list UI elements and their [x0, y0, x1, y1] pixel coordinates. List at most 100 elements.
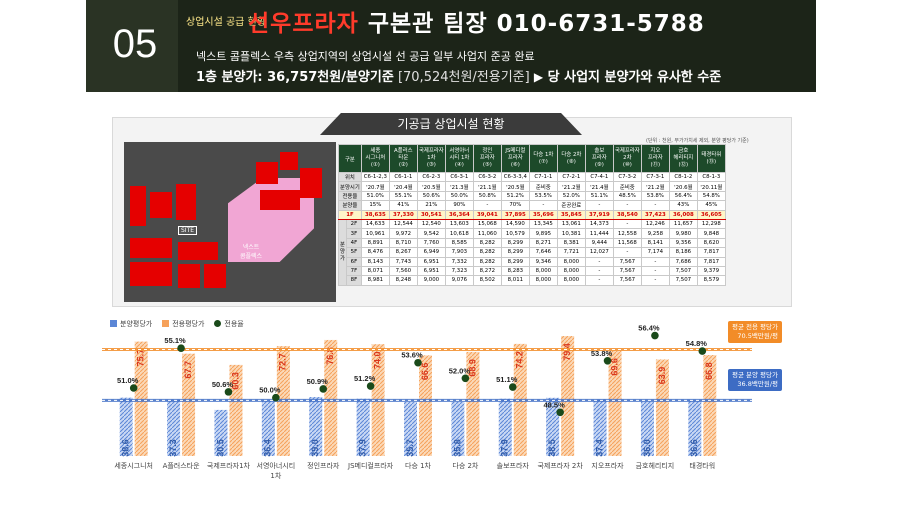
- bar-sale: [688, 400, 702, 456]
- legend-swatch-orange: [162, 320, 170, 327]
- header-headline: 선우프라자 구본관 팀장 010-6731-5788: [248, 4, 705, 38]
- floor-cell: 6,951: [416, 265, 446, 277]
- x-tick-label: 솔보프라자: [497, 461, 530, 470]
- bar-sale-label: 36.6: [689, 439, 699, 457]
- table-cell: -: [640, 200, 670, 211]
- floor-cell: 38,540: [612, 209, 642, 220]
- table-col-header: 태경타워 (⑬): [696, 144, 726, 173]
- floor-cell: 8,585: [444, 237, 474, 249]
- floor-cell: 36,364: [444, 209, 474, 220]
- floor-label: 1F: [338, 209, 362, 220]
- headline-white: 구본관 팀장 010-6731-5788: [358, 11, 705, 37]
- next-complex-label: 넥스트 콤플렉스: [240, 244, 263, 260]
- bar-sale: [261, 400, 275, 456]
- x-tick-label: 국제프라자1차: [207, 461, 251, 470]
- floor-cell: 8,000: [556, 256, 586, 267]
- floor-cell: 37,919: [584, 209, 614, 220]
- floor-cell: -: [640, 265, 670, 277]
- rate-point: [272, 393, 280, 402]
- table-col-header: 다승 2차 (⑧): [556, 144, 586, 173]
- floor-cell: 8,186: [668, 247, 698, 258]
- floor-label: 4F: [346, 237, 362, 249]
- floor-cell: 7,174: [640, 247, 670, 258]
- bar-sale: [309, 397, 323, 456]
- bar-sale-label: 35.8: [452, 439, 462, 457]
- map-block: [300, 168, 322, 198]
- table-cell: C6-3-2: [472, 171, 502, 183]
- floor-cell: 8,981: [360, 275, 390, 286]
- table-cell: 55.1%: [388, 190, 418, 202]
- x-tick-label: 정인프라자: [307, 461, 340, 470]
- floor-cell: -: [640, 275, 670, 286]
- table-cell: C6-2-3: [416, 171, 446, 183]
- table-cell: '21.2월: [556, 181, 586, 192]
- floor-label: 8F: [346, 275, 362, 286]
- x-tick-label: 금호헤리티지: [636, 461, 675, 470]
- supply-table: 구분 세종 시그니처 (①) A플러스 타운 (②) 국제프라자 1차 (③) 서영아…: [338, 144, 726, 286]
- x-tick-label: 서영아너시티: [257, 461, 296, 470]
- corner-header: 구분: [338, 144, 362, 173]
- floor-cell: 35,845: [556, 209, 586, 220]
- floor-cell: 9,346: [528, 256, 558, 267]
- bar-exclusive-label: 66.8: [704, 362, 714, 380]
- table-cell: C6-1-1: [388, 171, 418, 183]
- floor-cell: 15,068: [472, 218, 502, 230]
- table-cell: 준비중: [528, 181, 558, 192]
- floor-cell: 9,356: [668, 237, 698, 249]
- map-block: [260, 190, 300, 210]
- rate-point: [508, 383, 517, 391]
- table-col-header: 서영아너 시티 1차 (④): [444, 144, 474, 173]
- floor-cell: -: [640, 256, 670, 267]
- table-cell: 90%: [444, 200, 474, 211]
- legend-item-rate: 전용율: [214, 319, 244, 329]
- table-row: 6F 8,143 7,743 6,951 7,332 8,282 8,299 9,346 8,0…: [339, 256, 726, 267]
- rate-point-label: 53.6%: [401, 351, 423, 360]
- table-cell: -: [584, 200, 614, 211]
- line2-bold-b: 당 사업지 분양가와 유사한 수준: [543, 70, 722, 85]
- bar-exclusive-label: 66.6: [420, 363, 430, 381]
- header-line-1: 넥스트 콤플렉스 우측 상업지역의 상업시설 선 공급 일부 사업지 준공 완료: [196, 50, 535, 63]
- map-block: [150, 192, 172, 218]
- row-label: 분양시기: [338, 181, 362, 192]
- bar-sale-label: 37.9: [357, 439, 367, 457]
- floor-cell: 8,143: [360, 256, 390, 267]
- floor-cell: 10,618: [444, 228, 474, 239]
- floor-cell: 14,590: [500, 218, 530, 230]
- floor-cell: -: [612, 218, 642, 230]
- rate-point: [224, 388, 233, 396]
- floor-label: 2F: [346, 218, 362, 230]
- rate-point: [556, 408, 564, 417]
- floor-cell: 7,560: [388, 265, 418, 277]
- bar-exclusive-label: 75.7: [136, 349, 146, 367]
- table-cell: C6-3-1: [444, 171, 474, 183]
- floor-cell: 8,283: [500, 265, 530, 277]
- price-chart: 38.6 75.7 세종시그니처 37.3 67.7 A플러스타운 30.5 60.3 국제프라…: [102, 324, 752, 480]
- rate-point-label: 55.1%: [164, 336, 186, 345]
- floor-cell: 8,000: [556, 275, 586, 286]
- table-cell: '20.5월: [416, 181, 446, 192]
- floor-cell: 11,060: [472, 228, 502, 239]
- table-cell: 21%: [416, 200, 446, 211]
- legend-item-exclusive: 전용평당가: [162, 319, 204, 329]
- table-cell: 53.8%: [640, 190, 670, 202]
- floor-cell: 8,271: [528, 237, 558, 249]
- table-col-header: 세종 시그니처 (①): [360, 144, 390, 173]
- rate-point: [651, 331, 659, 340]
- table-title: 기공급 상업시설 현황: [320, 113, 582, 135]
- bar-sale: [593, 399, 607, 456]
- floor-cell: 8,299: [500, 247, 530, 258]
- floor-cell: 36,008: [668, 209, 698, 220]
- table-cell: 준비중: [612, 181, 642, 192]
- bar-sale: [356, 398, 370, 456]
- section-badge: [86, 0, 178, 92]
- row-label: 분양율: [338, 200, 362, 211]
- floor-cell: 7,903: [444, 247, 474, 258]
- rate-point: [414, 358, 422, 367]
- bar-exclusive-label: 67.7: [183, 361, 193, 379]
- table-col-header: JS메디컬 프라자 (⑥): [500, 144, 530, 173]
- floor-cell: 7,332: [444, 256, 474, 267]
- bar-exclusive-label: 74.0: [372, 351, 382, 369]
- table-cell: 51.1%: [584, 190, 614, 202]
- map-block: [178, 264, 200, 288]
- floor-cell: 8,000: [556, 265, 586, 277]
